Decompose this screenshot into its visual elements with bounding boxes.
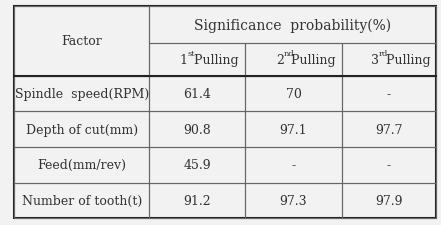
Text: 61.4: 61.4 bbox=[183, 88, 211, 101]
Text: Number of tooth(t): Number of tooth(t) bbox=[22, 194, 142, 207]
Text: Feed(mm/rev): Feed(mm/rev) bbox=[37, 159, 127, 172]
Text: Spindle  speed(RPM): Spindle speed(RPM) bbox=[15, 88, 149, 101]
Text: Factor: Factor bbox=[61, 35, 102, 48]
Text: nd: nd bbox=[284, 50, 295, 58]
Text: 97.7: 97.7 bbox=[375, 123, 403, 136]
Text: 97.3: 97.3 bbox=[280, 194, 307, 207]
Text: rd: rd bbox=[379, 50, 389, 58]
Text: Pulling: Pulling bbox=[191, 54, 239, 67]
Text: st: st bbox=[187, 50, 195, 58]
Text: -: - bbox=[387, 159, 391, 172]
Text: Depth of cut(mm): Depth of cut(mm) bbox=[26, 123, 138, 136]
Text: 97.9: 97.9 bbox=[375, 194, 403, 207]
Text: 91.2: 91.2 bbox=[183, 194, 211, 207]
Text: Pulling: Pulling bbox=[287, 54, 335, 67]
Text: 90.8: 90.8 bbox=[183, 123, 211, 136]
Text: -: - bbox=[292, 159, 295, 172]
Text: Pulling: Pulling bbox=[382, 54, 430, 67]
Text: 70: 70 bbox=[285, 88, 301, 101]
Text: 45.9: 45.9 bbox=[183, 159, 211, 172]
Text: Significance  probability(%): Significance probability(%) bbox=[194, 18, 391, 32]
Text: 3: 3 bbox=[371, 54, 379, 67]
Text: -: - bbox=[387, 88, 391, 101]
Text: 2: 2 bbox=[276, 54, 284, 67]
Text: 1: 1 bbox=[179, 54, 187, 67]
Text: 97.1: 97.1 bbox=[280, 123, 307, 136]
